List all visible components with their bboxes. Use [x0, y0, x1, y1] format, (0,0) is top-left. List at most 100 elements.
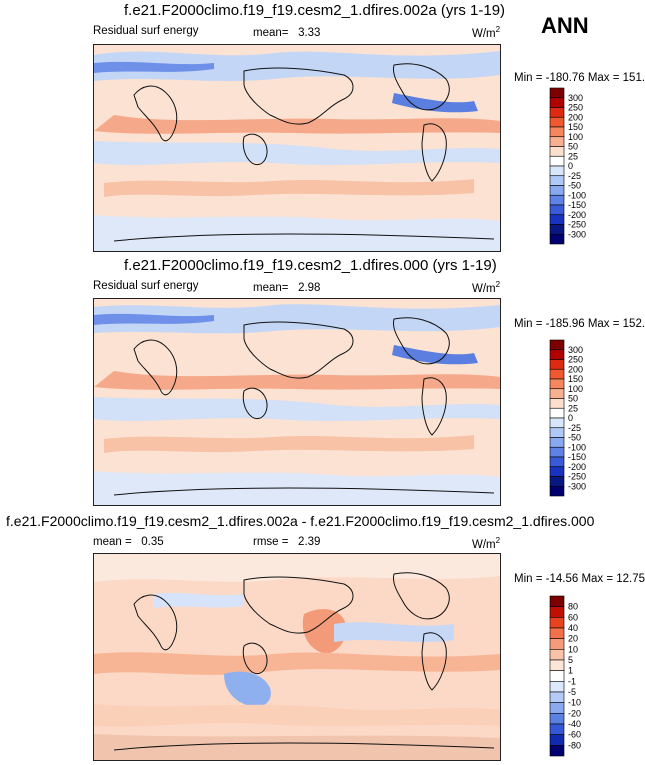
colorbar-swatch [549, 446, 565, 458]
colorbar-tick-label: -60 [568, 730, 581, 740]
colorbar-tick-label: 40 [568, 623, 578, 633]
colorbar-tick-label: 300 [568, 93, 583, 103]
colorbar-tick-label: 0 [568, 413, 573, 423]
panel1-title: f.e21.F2000climo.f19_f19.cesm2_1.dfires.… [124, 2, 506, 19]
colorbar-tick-label: -300 [568, 229, 586, 239]
colorbar-tick-label: 60 [568, 612, 578, 622]
colorbar-tick-label: -25 [568, 171, 581, 181]
colorbar-tick-label: 25 [568, 403, 578, 413]
colorbar-tick-label: 150 [568, 374, 583, 384]
colorbar-swatch [549, 691, 565, 703]
colorbar-swatch [549, 427, 565, 438]
panel2-minmax: Min = -185.96 Max = 152.21 [514, 318, 645, 330]
colorbar-swatch [549, 388, 565, 399]
colorbar-swatch [549, 659, 565, 671]
colorbar-tick-label: 50 [568, 394, 578, 404]
colorbar-swatch [549, 476, 565, 487]
panel2-map [93, 298, 501, 506]
colorbar-swatch [549, 87, 565, 99]
colorbar-swatch [549, 745, 565, 757]
colorbar-tick-label: -200 [568, 210, 586, 220]
panel3-title: f.e21.F2000climo.f19_f19.cesm2_1.dfires.… [6, 513, 595, 529]
panel2-colorbar: 30025020015010050250-25-50-100-150-200-2… [549, 339, 586, 497]
colorbar-swatch [549, 126, 565, 138]
panel1-map-svg [94, 45, 500, 251]
colorbar-tick-label: 1 [568, 666, 573, 676]
colorbar-swatch [549, 398, 565, 409]
colorbar-swatch [549, 214, 565, 225]
colorbar-swatch [549, 595, 565, 607]
colorbar-tick-label: -80 [568, 740, 581, 750]
panel1-units: W/m2 [472, 25, 501, 40]
panel2-mean-label: mean= 2.98 [253, 282, 321, 294]
colorbar-swatch [549, 723, 565, 735]
colorbar-tick-label: -300 [568, 481, 586, 491]
colorbar-swatch [549, 378, 565, 390]
colorbar-swatch [549, 175, 565, 186]
colorbar-swatch [549, 136, 565, 147]
colorbar-tick-label: 0 [568, 161, 573, 171]
colorbar-swatch [549, 233, 565, 245]
colorbar-tick-label: -150 [568, 452, 586, 462]
colorbar-swatch [549, 349, 565, 360]
colorbar-tick-label: 150 [568, 122, 583, 132]
colorbar-swatch [549, 456, 565, 468]
colorbar-tick-label: 25 [568, 151, 578, 161]
panel3-rmse-label: rmse = 2.39 [253, 536, 321, 548]
colorbar-tick-label: 250 [568, 103, 583, 113]
colorbar-tick-label: -1 [568, 676, 576, 686]
colorbar-swatch [549, 670, 565, 682]
panel3-minmax: Min = -14.56 Max = 12.75 [514, 573, 645, 585]
colorbar-swatch [549, 466, 565, 477]
colorbar-tick-label: -20 [568, 708, 581, 718]
colorbar-swatch [549, 97, 565, 108]
colorbar-swatch [549, 713, 565, 725]
panel2-title: f.e21.F2000climo.f19_f19.cesm2_1.dfires.… [124, 257, 497, 274]
colorbar-swatch [549, 638, 565, 650]
colorbar-tick-label: 200 [568, 364, 583, 374]
panel1-variable-label: Residual surf energy [93, 25, 199, 37]
colorbar-swatch [549, 702, 565, 714]
colorbar-tick-label: 80 [568, 602, 578, 612]
panel1-map [93, 44, 501, 252]
colorbar-tick-label: 300 [568, 345, 583, 355]
colorbar-swatch [549, 437, 565, 448]
season-label: ANN [541, 13, 589, 38]
colorbar-swatch [549, 359, 565, 370]
colorbar-swatch [549, 185, 565, 196]
colorbar-tick-label: 250 [568, 355, 583, 365]
colorbar-swatch [549, 339, 565, 351]
colorbar-swatch [549, 407, 565, 419]
colorbar-swatch [549, 368, 565, 380]
colorbar-swatch [549, 417, 565, 429]
colorbar-tick-label: 200 [568, 112, 583, 122]
colorbar-swatch [549, 649, 565, 661]
colorbar-tick-label: -150 [568, 200, 586, 210]
colorbar-tick-label: -250 [568, 472, 586, 482]
colorbar-swatch [549, 734, 565, 746]
colorbar-tick-label: -250 [568, 220, 586, 230]
colorbar-tick-label: -5 [568, 687, 576, 697]
colorbar-tick-label: 100 [568, 384, 583, 394]
panel1-colorbar: 30025020015010050250-25-50-100-150-200-2… [549, 87, 586, 245]
panel3-map-svg [94, 554, 500, 760]
colorbar-tick-label: 10 [568, 644, 578, 654]
colorbar-tick-label: -50 [568, 433, 581, 443]
panel2-units: W/m2 [472, 280, 501, 295]
colorbar-swatch [549, 194, 565, 206]
colorbar-swatch [549, 485, 565, 497]
colorbar-swatch [549, 155, 565, 167]
colorbar-swatch [549, 617, 565, 629]
colorbar-tick-label: 20 [568, 634, 578, 644]
panel3-mean-label: mean = 0.35 [93, 536, 164, 548]
panel1-minmax: Min = -180.76 Max = 151.93 [514, 72, 645, 84]
colorbar-tick-label: -100 [568, 442, 586, 452]
colorbar-swatch [549, 116, 565, 128]
colorbar-tick-label: -10 [568, 698, 581, 708]
colorbar-tick-label: 5 [568, 655, 573, 665]
panel1-mean-label: mean= 3.33 [253, 27, 321, 39]
colorbar-swatch [549, 107, 565, 118]
colorbar-tick-label: 50 [568, 142, 578, 152]
panel3-units: W/m2 [472, 536, 501, 551]
